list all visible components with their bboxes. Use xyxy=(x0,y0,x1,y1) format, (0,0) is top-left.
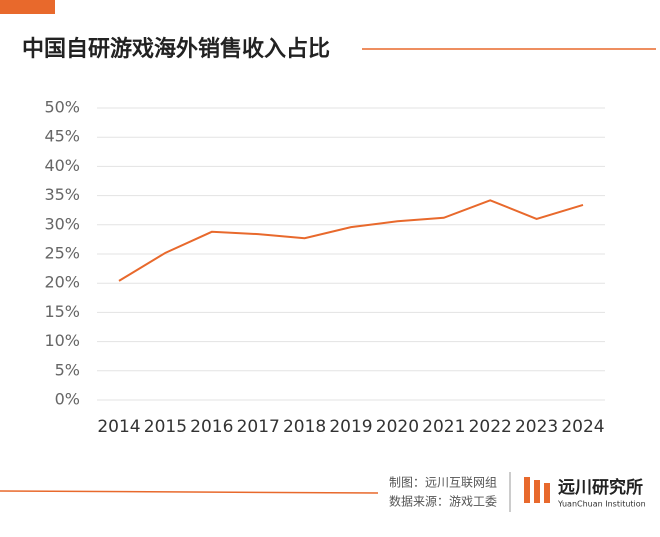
brand-name: 远川研究所 xyxy=(558,477,643,498)
x-tick-label: 2015 xyxy=(144,417,187,437)
y-tick-label: 15% xyxy=(44,302,80,321)
footer-rule xyxy=(0,490,379,494)
data-line xyxy=(118,199,584,282)
x-tick-label: 2023 xyxy=(515,417,558,437)
y-tick-label: 30% xyxy=(44,214,80,233)
y-tick-label: 0% xyxy=(55,390,80,409)
x-tick-label: 2018 xyxy=(283,417,326,437)
x-tick-label: 2020 xyxy=(376,417,419,437)
x-tick-label: 2014 xyxy=(97,417,140,437)
y-tick-label: 35% xyxy=(44,185,80,204)
x-tick-label: 2019 xyxy=(329,417,372,437)
chart-title: 中国自研游戏海外销售收入占比 xyxy=(22,36,330,62)
x-tick-label: 2017 xyxy=(237,417,280,437)
footer-maker: 制图：远川互联网组 xyxy=(389,476,497,490)
x-tick-label: 2021 xyxy=(422,417,465,437)
y-tick-label: 20% xyxy=(44,273,80,292)
x-tick-label: 2022 xyxy=(469,417,512,437)
y-tick-label: 45% xyxy=(44,127,80,146)
y-tick-label: 25% xyxy=(44,244,80,263)
footer-source: 数据来源：游戏工委 xyxy=(389,494,497,509)
brand-name-en: YuanChuan Institution xyxy=(557,500,646,509)
y-tick-label: 40% xyxy=(44,156,80,175)
y-tick-label: 10% xyxy=(44,331,80,350)
accent-bar xyxy=(0,0,55,14)
brand-logo xyxy=(524,477,550,503)
x-tick-label: 2024 xyxy=(561,417,604,437)
y-tick-label: 50% xyxy=(44,98,80,117)
x-tick-label: 2016 xyxy=(190,417,233,437)
y-tick-label: 5% xyxy=(55,360,80,379)
